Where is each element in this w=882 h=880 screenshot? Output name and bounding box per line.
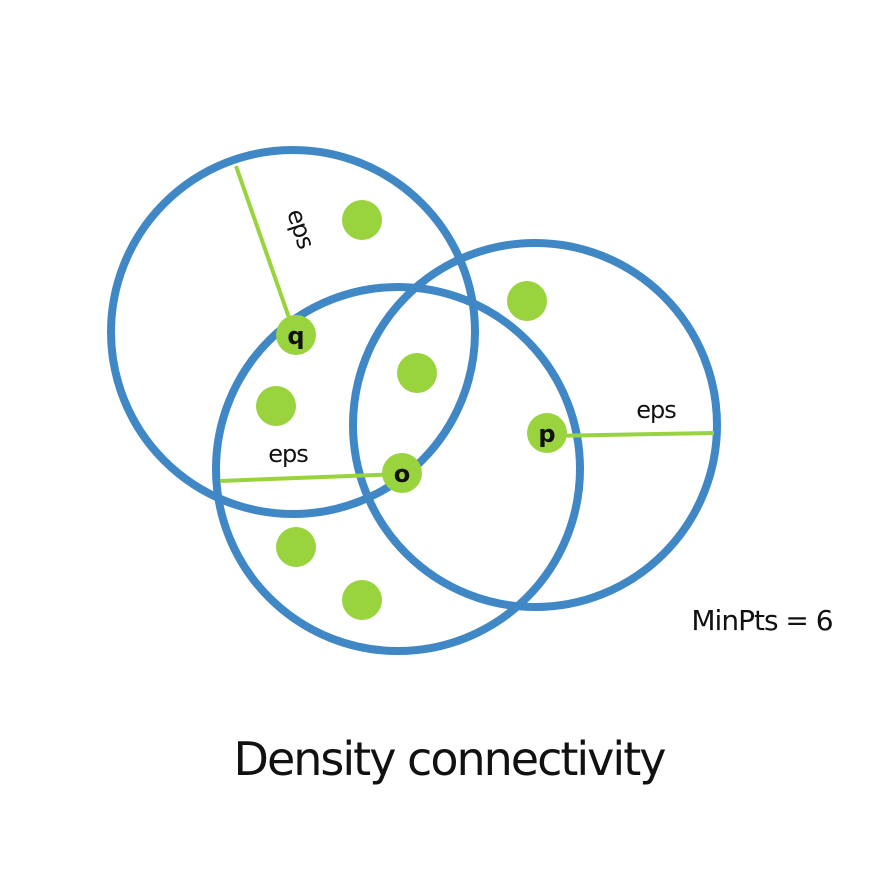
diagram-title: Density connectivity [234, 732, 666, 786]
eps-neighborhood-p [349, 239, 721, 611]
eps-neighborhood-o [212, 283, 584, 655]
point-o-label: o [394, 460, 411, 488]
point-p [527, 413, 567, 453]
data-point [342, 580, 382, 620]
point-q [276, 315, 316, 355]
eps-radius-q [234, 165, 296, 333]
eps-neighborhood-q [107, 146, 479, 518]
eps-label-p: eps [636, 396, 676, 424]
data-point [397, 353, 437, 393]
eps-radius-p [546, 431, 715, 438]
point-p-label: p [538, 420, 555, 448]
point-q-label: q [287, 322, 304, 350]
data-point [256, 386, 296, 426]
minpts-label: MinPts = 6 [691, 604, 832, 637]
data-point [342, 200, 382, 240]
point-o [382, 453, 422, 493]
eps-label-q: eps [281, 205, 320, 252]
data-point [507, 281, 547, 321]
eps-radius-o [219, 472, 401, 483]
eps-label-o: eps [268, 440, 308, 468]
data-point [276, 527, 316, 567]
